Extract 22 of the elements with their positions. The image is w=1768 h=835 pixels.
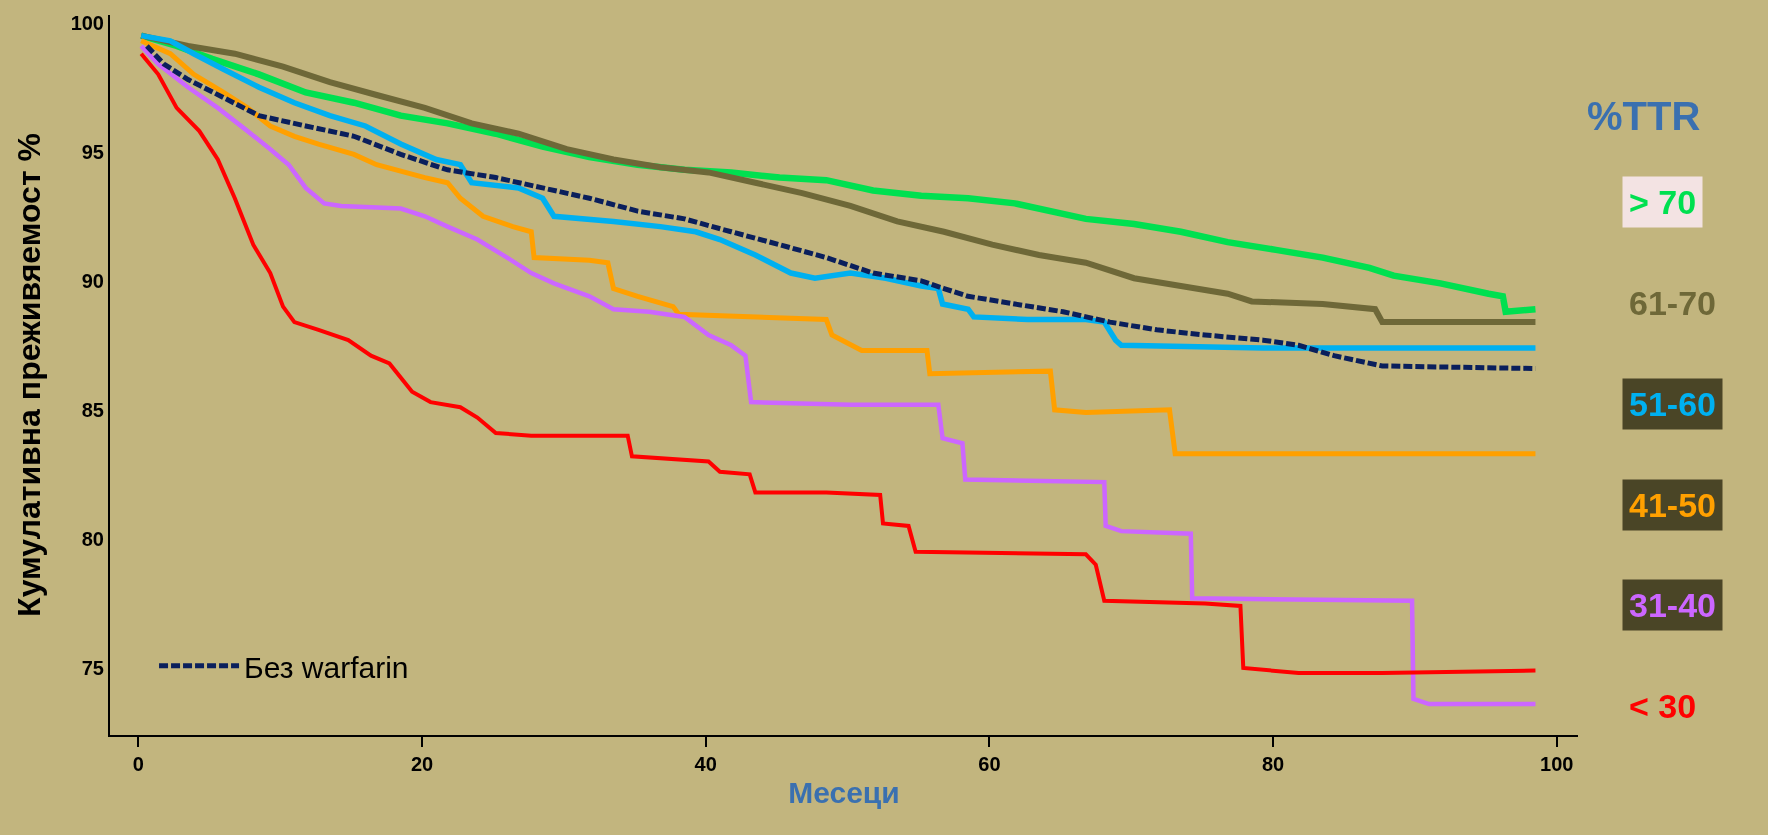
- text: 51-60: [1629, 385, 1716, 423]
- x-tick-label: 20: [410, 753, 434, 775]
- x-tick-label: 100: [1540, 753, 1574, 775]
- x-axis-title: Месеци: [788, 776, 900, 809]
- y-tick-label: 75: [81, 656, 104, 679]
- y-tick-label: 95: [81, 140, 104, 163]
- y-tick-label: 85: [81, 398, 104, 421]
- y-tick-label: 90: [81, 269, 104, 292]
- x-tick-label: 0: [132, 753, 144, 775]
- y-tick-label: 80: [81, 527, 104, 550]
- text: 31-40: [1629, 586, 1716, 624]
- legend-label: Без warfarin: [244, 650, 409, 684]
- text: 41-50: [1629, 486, 1716, 524]
- x-tick-label: 80: [1261, 753, 1285, 775]
- text: < 30: [1629, 687, 1697, 725]
- y-axis-title: Кумулативна преживяемост %: [11, 133, 48, 617]
- x-tick-label: 40: [694, 753, 717, 775]
- x-tick-label: 60: [978, 753, 1001, 775]
- text: > 70: [1629, 183, 1697, 221]
- text: %TTR: [1587, 94, 1701, 138]
- text: 61-70: [1629, 284, 1716, 322]
- y-tick-label: 100: [70, 11, 104, 34]
